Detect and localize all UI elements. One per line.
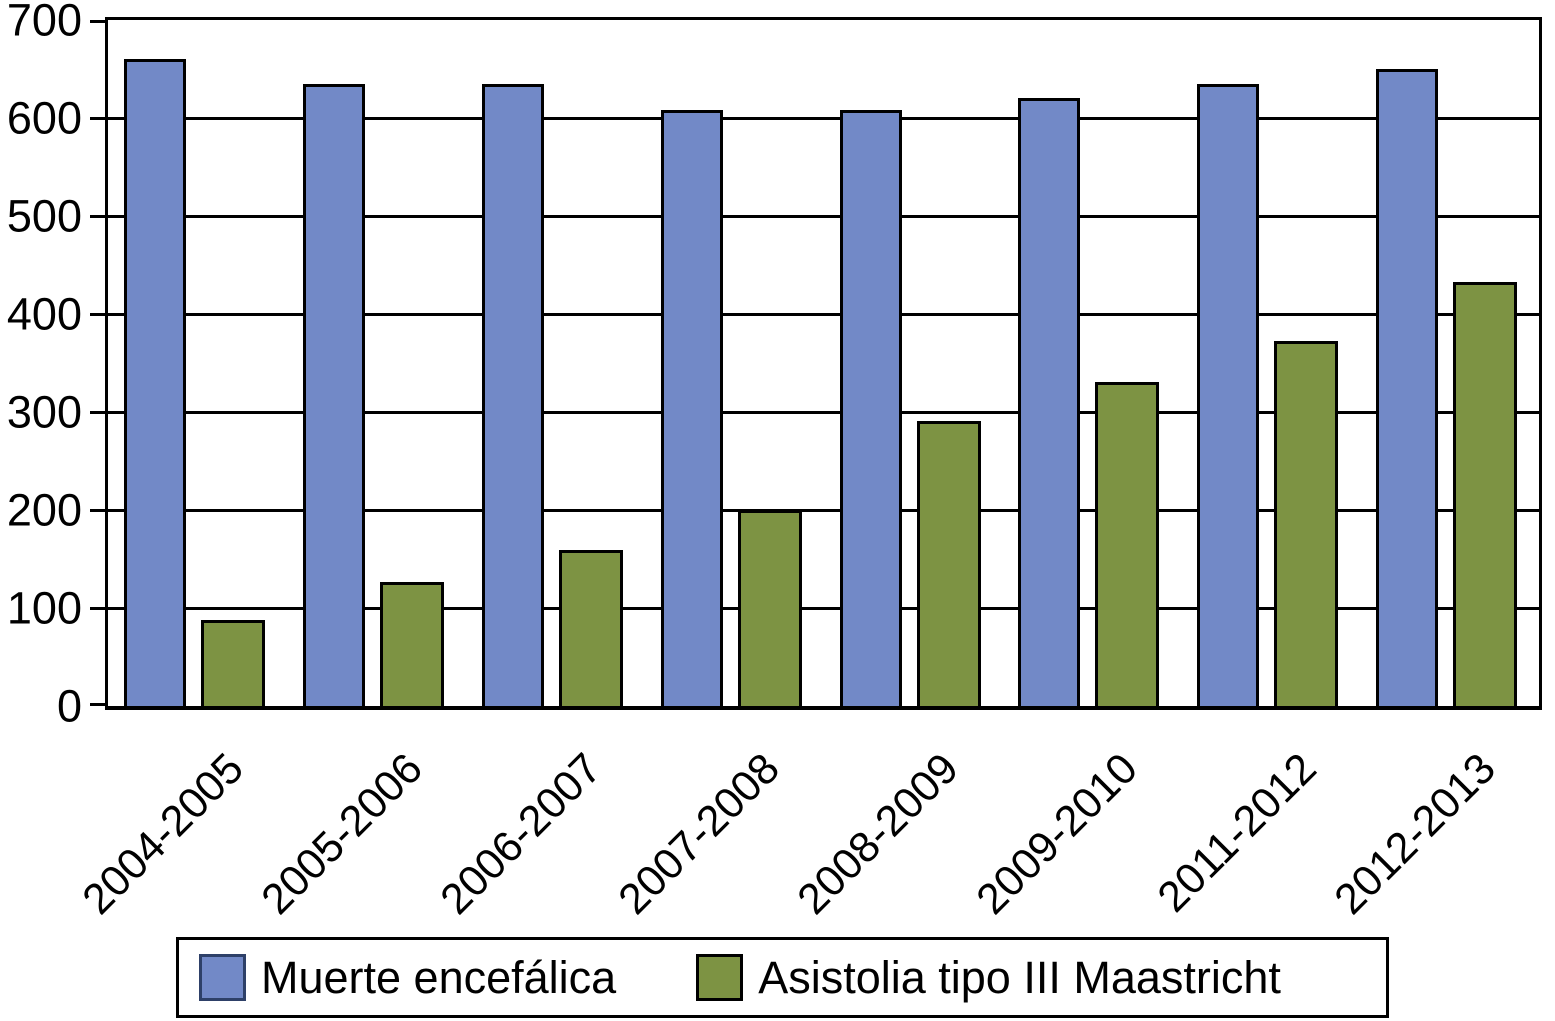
y-tick-mark-200 xyxy=(90,509,108,512)
x-axis-label-2005-2006: 2005-2006 xyxy=(252,744,432,924)
y-axis-label-200: 200 xyxy=(6,484,82,536)
x-axis-label-2011-2012: 2011-2012 xyxy=(1148,744,1326,922)
bar-group-2007-2008 xyxy=(645,20,824,706)
y-axis-label-0: 0 xyxy=(56,680,82,732)
legend-swatch-asistolia-tipo-iii xyxy=(696,954,744,1001)
bar-muerte-encefalica-2005-2006 xyxy=(302,83,365,706)
legend-label-muerte-encefalica: Muerte encefálica xyxy=(261,951,617,1003)
y-tick-mark-100 xyxy=(90,607,108,610)
y-tick-mark-700 xyxy=(90,20,108,23)
bar-group-2009-2010 xyxy=(1002,20,1181,706)
legend: Muerte encefálica Asistolia tipo III Maa… xyxy=(176,937,1389,1018)
bar-asistolia-tipo-iii-maastricht-2008-2009 xyxy=(916,420,981,706)
gridline-300 xyxy=(108,411,1539,414)
bar-asistolia-tipo-iii-maastricht-2004-2005 xyxy=(201,619,265,706)
bar-group-2006-2007 xyxy=(466,20,645,706)
x-axis-label-2008-2009: 2008-2009 xyxy=(788,744,969,924)
bar-asistolia-tipo-iii-maastricht-2011-2012 xyxy=(1274,341,1339,706)
plot-area xyxy=(90,17,1542,710)
gridline-100 xyxy=(108,607,1539,610)
gridline-200 xyxy=(108,509,1539,512)
bar-groups xyxy=(108,20,1539,706)
gridline-600 xyxy=(108,117,1539,120)
x-axis-label-2004-2005: 2004-2005 xyxy=(73,744,253,924)
bar-group-2004-2005 xyxy=(108,20,287,706)
bar-muerte-encefalica-2008-2009 xyxy=(839,110,902,706)
x-axis-label-2006-2007: 2006-2007 xyxy=(431,744,611,924)
bar-asistolia-tipo-iii-maastricht-2009-2010 xyxy=(1095,381,1160,706)
bar-asistolia-tipo-iii-maastricht-2005-2006 xyxy=(379,581,444,706)
bar-muerte-encefalica-2009-2010 xyxy=(1018,98,1081,706)
y-axis-label-700: 700 xyxy=(6,0,82,46)
y-axis-label-300: 300 xyxy=(6,386,82,438)
y-tick-mark-300 xyxy=(90,411,108,414)
y-axis-label-600: 600 xyxy=(6,92,82,144)
bar-group-2008-2009 xyxy=(824,20,1003,706)
bar-asistolia-tipo-iii-maastricht-2012-2013 xyxy=(1453,281,1518,706)
y-axis-label-100: 100 xyxy=(6,582,82,634)
bar-muerte-encefalica-2011-2012 xyxy=(1197,83,1260,706)
y-tick-mark-600 xyxy=(90,117,108,120)
x-axis-label-2009-2010: 2009-2010 xyxy=(967,744,1148,924)
x-axis-label-2012-2013: 2012-2013 xyxy=(1325,744,1505,924)
y-tick-mark-400 xyxy=(90,313,108,316)
bar-group-2012-2013 xyxy=(1360,20,1539,706)
bar-group-2011-2012 xyxy=(1181,20,1360,706)
bar-asistolia-tipo-iii-maastricht-2006-2007 xyxy=(558,550,623,706)
bar-muerte-encefalica-2004-2005 xyxy=(124,59,186,706)
y-axis-label-500: 500 xyxy=(6,190,82,242)
y-tick-mark-0 xyxy=(90,703,108,706)
gridline-500 xyxy=(108,215,1539,218)
bar-muerte-encefalica-2012-2013 xyxy=(1376,69,1439,706)
x-axis-label-2007-2008: 2007-2008 xyxy=(609,744,790,924)
bar-muerte-encefalica-2006-2007 xyxy=(481,83,544,706)
legend-swatch-muerte-encefalica xyxy=(199,954,246,1001)
y-axis-label-400: 400 xyxy=(6,288,82,340)
gridline-400 xyxy=(108,313,1539,316)
legend-label-asistolia-tipo-iii: Asistolia tipo III Maastricht xyxy=(758,951,1281,1003)
bar-asistolia-tipo-iii-maastricht-2007-2008 xyxy=(737,510,802,706)
bar-muerte-encefalica-2007-2008 xyxy=(660,110,723,706)
y-tick-mark-500 xyxy=(90,215,108,218)
bar-group-2005-2006 xyxy=(287,20,466,706)
